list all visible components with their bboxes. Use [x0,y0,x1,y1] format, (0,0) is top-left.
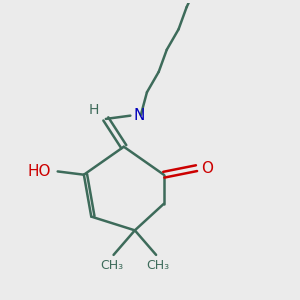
Text: O: O [201,161,213,176]
Text: CH₃: CH₃ [100,259,124,272]
Text: H: H [88,103,99,117]
Text: HO: HO [28,164,51,179]
Text: CH₃: CH₃ [146,259,169,272]
Text: N: N [134,108,145,123]
